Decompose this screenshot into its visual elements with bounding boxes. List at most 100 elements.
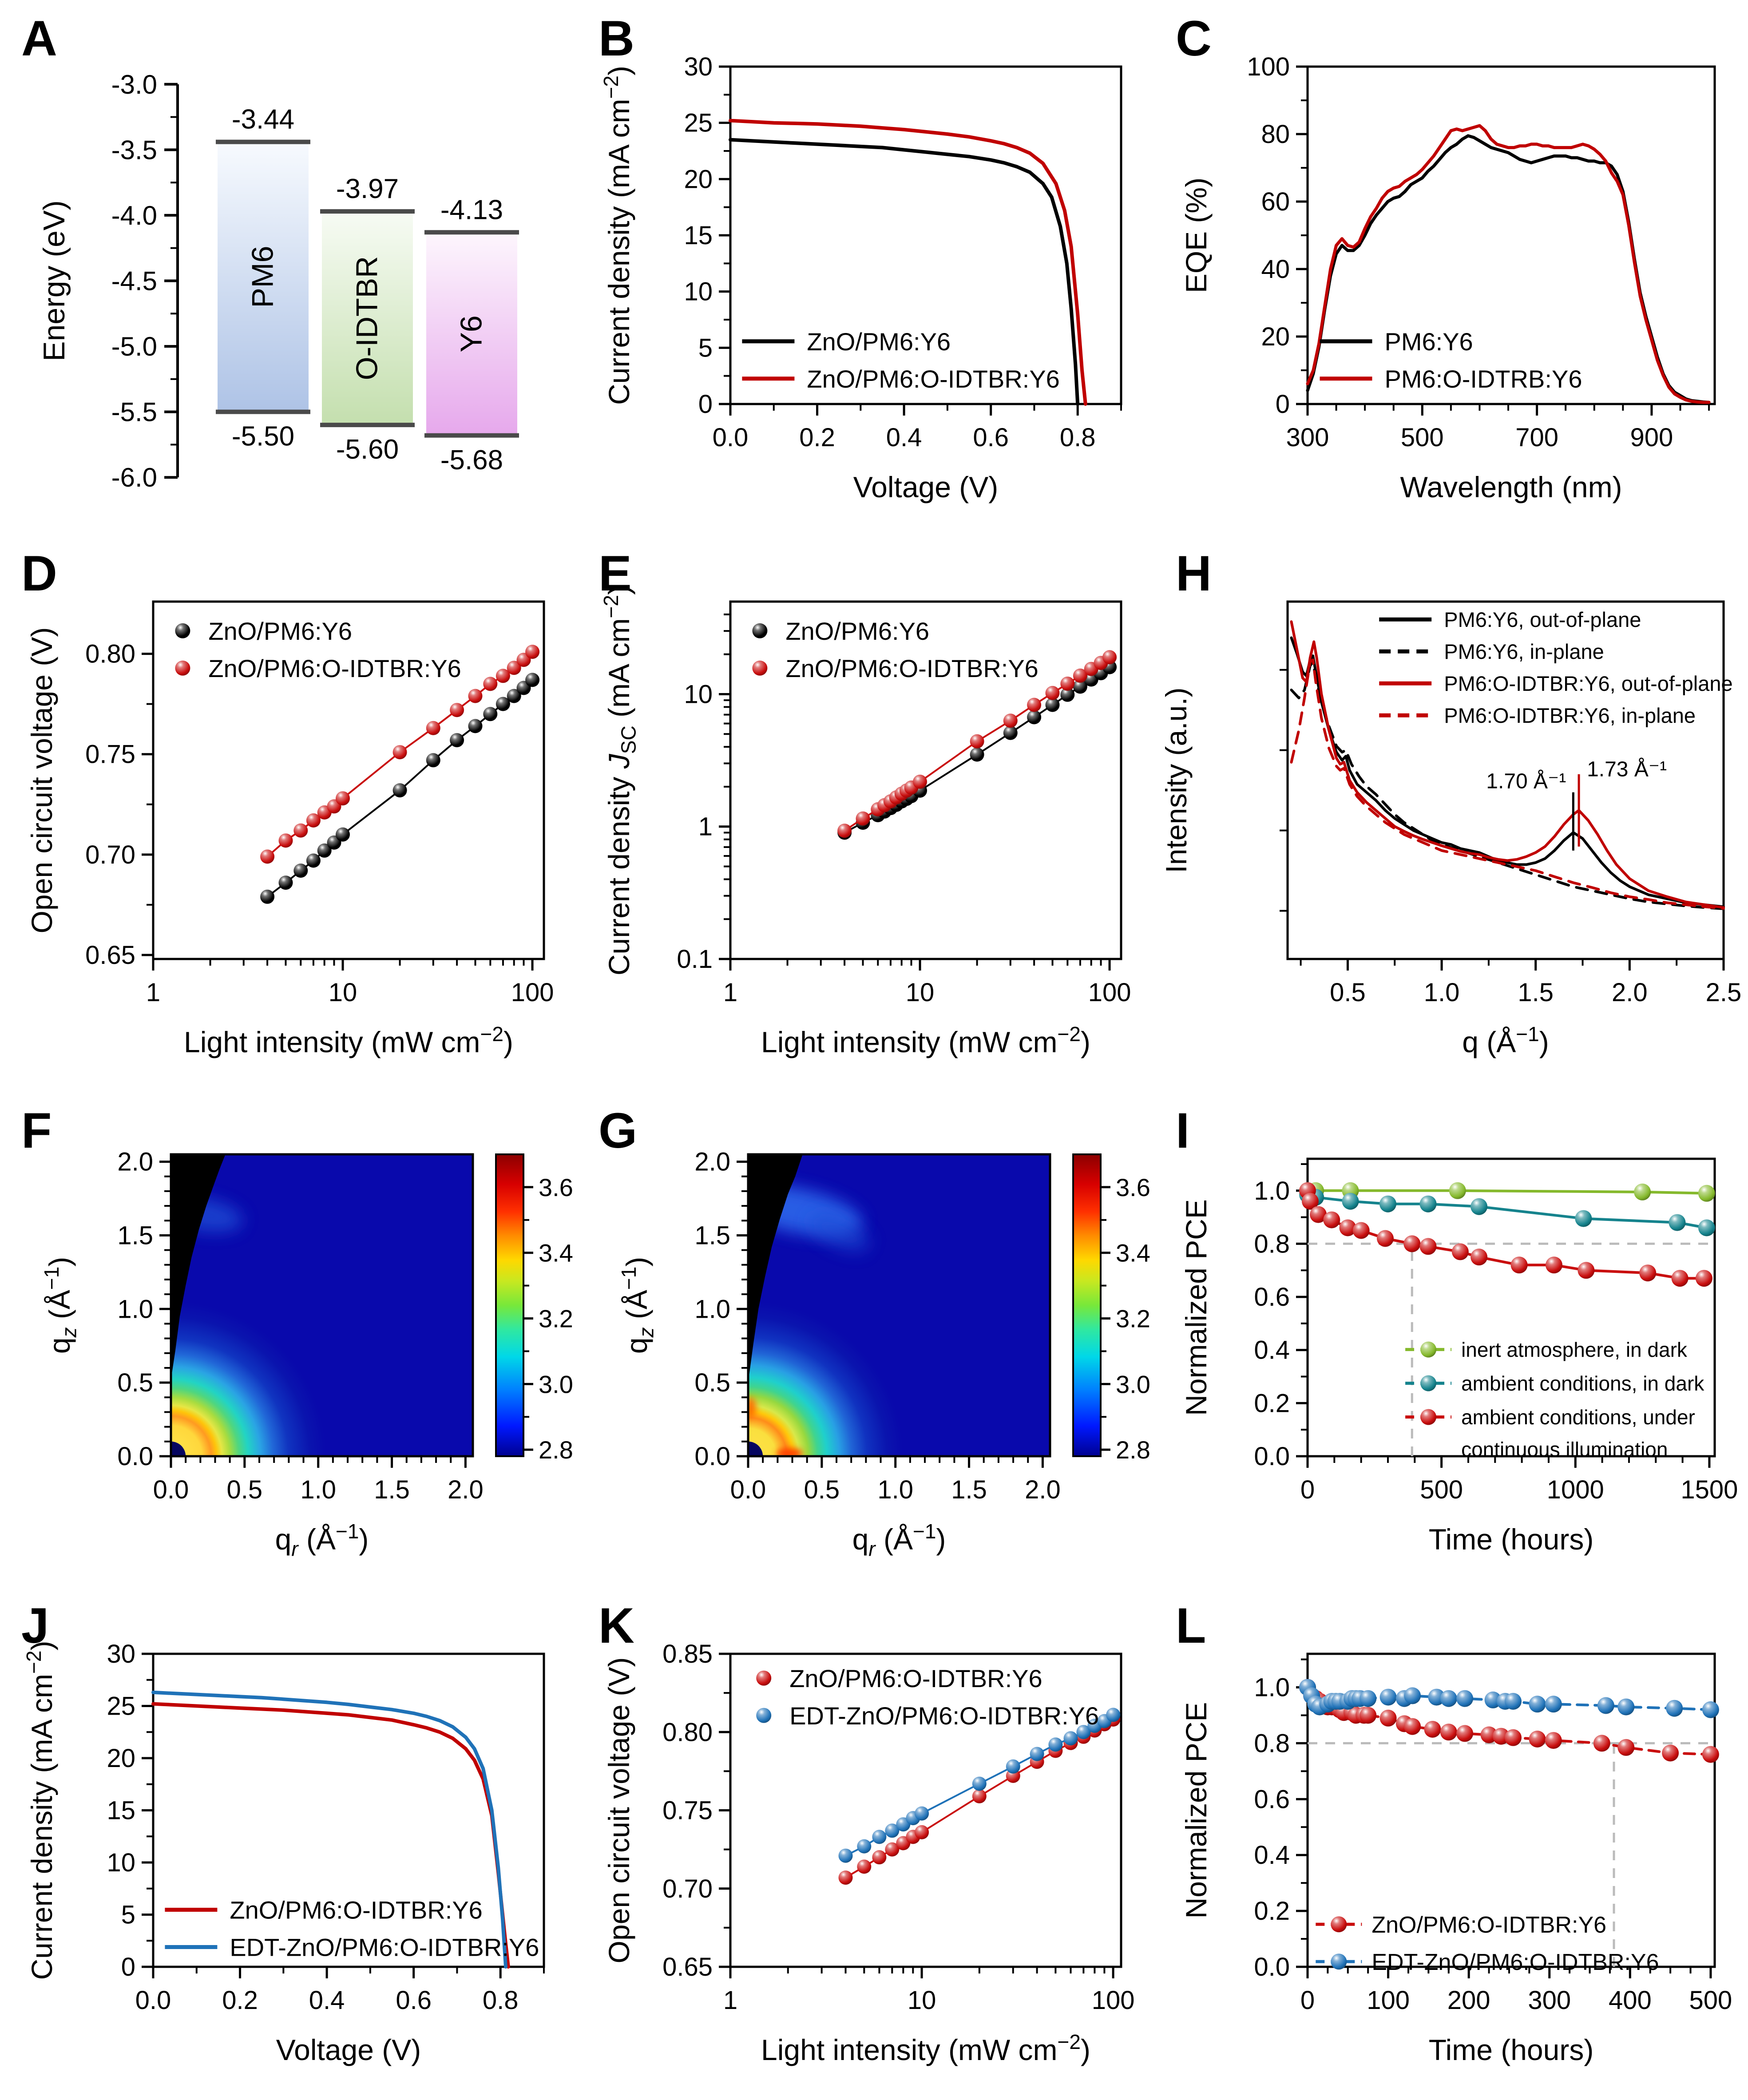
legend-label: ambient conditions, in dark <box>1461 1372 1704 1395</box>
energy-bar <box>322 211 413 425</box>
data-point <box>1505 1729 1522 1746</box>
data-point <box>392 745 407 760</box>
pi-stacking-arc <box>809 1213 870 1252</box>
x-axis-label: q (Å−1) <box>1462 1022 1549 1058</box>
y-tick-label: 0.0 <box>1254 1442 1290 1471</box>
y-tick-label: 0.5 <box>694 1368 730 1397</box>
legend-label: EDT-ZnO/PM6:O-IDTBR:Y6 <box>230 1934 539 1961</box>
data-point <box>260 849 275 864</box>
colorbar <box>1072 1153 1102 1457</box>
x-tick-label: 500 <box>1401 423 1444 452</box>
data-point <box>970 747 984 762</box>
y-tick-label: 0.8 <box>1254 1229 1290 1258</box>
data-point <box>885 1842 900 1857</box>
y-tick-label: 0.4 <box>1254 1841 1290 1870</box>
y-tick-label: 0.65 <box>662 1953 713 1981</box>
y-tick-label: 0 <box>1276 390 1290 419</box>
x-tick-label: 1.5 <box>374 1475 410 1504</box>
series-line <box>1290 620 1725 909</box>
y-tick-label: 30 <box>107 1640 135 1668</box>
scattering-halo <box>172 1301 326 1455</box>
x-tick-label: 0.6 <box>396 1986 432 2015</box>
data-point <box>913 774 927 789</box>
x-tick-label: 1000 <box>1547 1475 1604 1504</box>
data-point <box>885 1823 900 1838</box>
legend-label: PM6:Y6 <box>1385 328 1473 356</box>
data-point <box>1073 679 1087 694</box>
data-point <box>1424 1721 1441 1738</box>
data-point <box>1063 1731 1078 1746</box>
data-point <box>507 689 521 703</box>
panel-letter-c: C <box>1176 11 1212 66</box>
data-point <box>483 677 498 691</box>
panel-letter-l: L <box>1176 1598 1206 1653</box>
plot-frame <box>729 600 1122 960</box>
y-axis-label: Current density (mA cm−2) <box>22 1641 58 1980</box>
data-point <box>1073 668 1087 683</box>
y-tick-label: 0 <box>698 390 713 419</box>
data-point <box>1695 1270 1712 1287</box>
y-tick-label: 15 <box>684 221 713 250</box>
y-tick-label: 0.4 <box>1254 1336 1290 1365</box>
jv-curve-edt-chart: 0.0 0.2 0.4 0.6 0.8 0 5 10 15 20 25 30 Voltage (V) Cu… <box>22 1640 545 2066</box>
data-point <box>1360 1690 1377 1707</box>
x-tick-label: 0.0 <box>153 1475 189 1504</box>
x-tick-label: 1.0 <box>1424 978 1460 1007</box>
x-tick-label: 10 <box>329 978 357 1007</box>
x-axis-label: Light intensity (mW cm−2) <box>761 1022 1090 1058</box>
data-point <box>1456 1690 1474 1707</box>
data-point <box>1617 1698 1635 1716</box>
x-tick-label: 200 <box>1447 1986 1490 2015</box>
y-tick-label: -5.5 <box>111 397 157 427</box>
data-point <box>1379 1709 1397 1727</box>
x-axis-label: Light intensity (mW cm−2) <box>761 2030 1090 2066</box>
data-point <box>1045 685 1060 700</box>
x-tick-label: 10 <box>908 1986 936 2015</box>
x-tick-label: 100 <box>1088 978 1131 1007</box>
y-tick-label: 20 <box>1261 322 1290 351</box>
x-tick-label: 1.5 <box>1518 978 1554 1007</box>
material-name: PM6 <box>246 246 280 308</box>
y-tick-label: 1.5 <box>117 1221 153 1250</box>
x-tick-label: 0.5 <box>804 1475 840 1504</box>
legend-label: PM6:O-IDTBR:Y6, in-plane <box>1444 704 1696 727</box>
legend-label: continuous illumination <box>1461 1438 1668 1461</box>
data-point <box>1510 1256 1528 1274</box>
data-point <box>1545 1732 1562 1749</box>
y-tick-label: 0.65 <box>85 941 135 970</box>
data-point <box>1403 1235 1421 1252</box>
x-axis-label: Time (hours) <box>1429 2033 1594 2066</box>
x-tick-label: 0.5 <box>227 1475 263 1504</box>
y-axis-label: Open circuit voltage (V) <box>25 627 58 934</box>
x-tick-label: 1.0 <box>877 1475 913 1504</box>
x-tick-label: 0.8 <box>483 1986 519 2015</box>
data-point <box>1045 697 1060 712</box>
giwaxs-linecut-chart: 0.5 1.0 1.5 2.0 2.5 q (Å−1) Intensity (a.u.) 1.… <box>1160 600 1741 1058</box>
panel-letter-d: D <box>21 546 57 601</box>
data-point <box>1662 1744 1679 1762</box>
giwaxs-image <box>749 1155 1049 1455</box>
voc-light-intensity-chart: 1 10 100 0.65 0.70 0.75 0.80 Light intensity (m… <box>25 600 554 1058</box>
x-axis-label: Time (hours) <box>1429 1523 1594 1556</box>
panel-G: G 0.0 0.5 1.0 1.5 2.0 0.0 0.5 1.0 1.5 2.0 qr (Å−1)… <box>577 1092 1154 1587</box>
data-point <box>1671 1270 1689 1287</box>
data-point <box>260 889 275 904</box>
annotation-label: 1.70 Å⁻¹ <box>1486 770 1566 793</box>
x-tick-label: 0.2 <box>222 1986 258 2015</box>
y-tick-label: 0.0 <box>1254 1953 1290 1981</box>
y-tick-label: 0.6 <box>1254 1785 1290 1814</box>
panel-letter-e: E <box>599 546 632 601</box>
jv-curve-chart: 0.0 0.2 0.4 0.6 0.8 0 5 10 15 20 25 30 Voltage (V) Cu… <box>599 52 1122 503</box>
data-point <box>838 1848 853 1863</box>
y-tick-label: 0.80 <box>662 1718 713 1747</box>
material-name: Y6 <box>455 315 488 352</box>
data-point <box>317 843 332 858</box>
y-tick-label: 2.0 <box>694 1148 730 1177</box>
y-tick-label: 25 <box>684 109 713 138</box>
data-point <box>426 721 440 735</box>
data-point <box>450 733 464 748</box>
stability-1500h-chart: 0 500 1000 1500 0.0 0.2 0.4 0.6 0.8 1.0 Time (hour… <box>1180 1157 1738 1556</box>
panel-A: A -3.0 -3.5 -4.0 -4.5 -5.0 -5.5 -6.0 Energy (eV… <box>0 0 577 535</box>
x-tick-label: 1.5 <box>951 1475 987 1504</box>
